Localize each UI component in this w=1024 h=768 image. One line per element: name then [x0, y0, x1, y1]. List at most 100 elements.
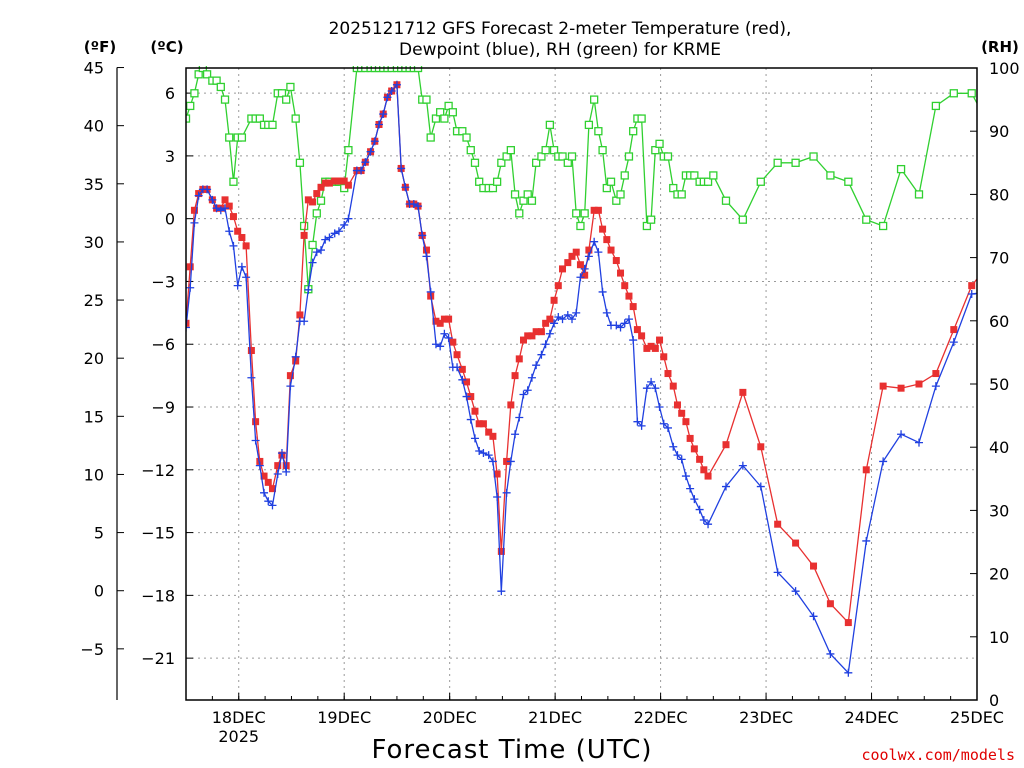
temperature-point [532, 328, 540, 336]
temperature-point [340, 177, 348, 185]
temperature-point [612, 257, 620, 265]
rh-point [612, 196, 621, 205]
rh-point [295, 158, 305, 167]
dewpoint-point [659, 419, 668, 428]
dewpoint-point [558, 315, 567, 324]
rh-point [655, 139, 664, 148]
y-tick-label-celsius: −15 [141, 524, 175, 543]
fahrenheit-axis-unit: (ºF) [84, 38, 116, 56]
credit-link[interactable]: coolwx.com/models [861, 746, 1015, 764]
temperature-point [554, 282, 562, 290]
dewpoint-point [554, 313, 563, 322]
y-tick-label-fahrenheit: 10 [84, 465, 104, 484]
dewpoint-point [681, 472, 690, 481]
dewpoint-point [594, 248, 603, 257]
dewpoint-point [642, 384, 651, 393]
temperature-point [493, 470, 501, 478]
temperature-point [673, 401, 681, 409]
temperature-point [599, 225, 607, 233]
dewpoint-point [264, 497, 273, 506]
temperature-point [550, 296, 558, 304]
dewpoint-point [370, 137, 379, 146]
dewpoint-point [453, 363, 462, 372]
y-tick-label-fahrenheit: 15 [84, 407, 104, 426]
dewpoint-point [194, 191, 203, 200]
rh-point [440, 114, 449, 123]
temperature-point [242, 242, 250, 250]
temperature-point [625, 292, 633, 300]
temperature-point [515, 355, 523, 363]
temperature-point [344, 181, 352, 189]
dewpoint-point [493, 493, 502, 502]
rh-point [186, 114, 191, 123]
rh-point [286, 82, 295, 92]
rh-point [590, 95, 599, 104]
temperature-point [186, 263, 194, 271]
temperature-point [458, 365, 466, 373]
dewpoint-point [233, 281, 242, 290]
temperature-point [440, 315, 448, 323]
dewpoint-point [357, 166, 366, 175]
temperature-point [651, 344, 659, 352]
temperature-point [331, 177, 339, 185]
rh-point [344, 146, 353, 155]
temperature-point [300, 231, 308, 239]
dewpoint-point [545, 329, 554, 338]
rh-point [616, 190, 625, 199]
rh-point [690, 171, 699, 180]
dewpoint-point [458, 375, 467, 384]
x-tick-sublabel: 2025 [218, 727, 259, 746]
temperature-point [774, 520, 782, 528]
dewpoint-point [466, 415, 475, 424]
dewpoint-point [475, 446, 484, 455]
dewpoint-point [286, 382, 295, 391]
temperature-point [638, 332, 646, 340]
temperature-point [432, 317, 440, 325]
dewpoint-point [511, 430, 520, 439]
series-rh [186, 66, 977, 294]
temperature-point [528, 332, 536, 340]
dewpoint-point [418, 231, 427, 240]
y-tick-label-rh: 40 [989, 438, 1009, 457]
y-tick-label-celsius: −18 [141, 586, 175, 605]
rh-point [444, 101, 453, 111]
dewpoint-point [470, 434, 479, 443]
temperature-point [449, 338, 457, 346]
dewpoint-point [304, 285, 313, 294]
temperature-point [968, 282, 976, 290]
dewpoint-point [655, 403, 664, 412]
dewpoint-point [282, 467, 291, 476]
rh-point [620, 171, 629, 180]
rh-point [237, 133, 247, 142]
dewpoint-point [325, 233, 334, 242]
dewpoint-point [383, 93, 392, 102]
rh-point [545, 120, 555, 130]
temperature-point [932, 370, 940, 378]
dewpoint-point [773, 568, 782, 577]
dewpoint-point [541, 340, 550, 349]
rh-point [458, 127, 467, 136]
rh-point [914, 190, 924, 199]
y-tick-label-celsius: 3 [165, 147, 175, 166]
rh-point [541, 146, 550, 155]
rh-point [677, 190, 686, 199]
dewpoint-point [247, 373, 256, 382]
rh-point [202, 70, 212, 79]
rh-point [277, 89, 287, 98]
rh-axis-unit: (RH) [981, 38, 1019, 56]
temperature-point [542, 319, 550, 327]
dewpoint-point [409, 200, 418, 209]
temperature-point [325, 179, 333, 187]
rh-point [316, 196, 326, 205]
temperature-point [757, 443, 765, 451]
temperature-point [603, 236, 611, 244]
rh-point [212, 76, 221, 85]
dewpoint-point [523, 386, 532, 395]
rh-point [531, 158, 541, 167]
temperature-point [617, 269, 625, 277]
temperature-point [950, 326, 958, 334]
temperature-point [268, 485, 276, 493]
temperature-point [479, 420, 487, 428]
dewpoint-point [568, 315, 577, 324]
